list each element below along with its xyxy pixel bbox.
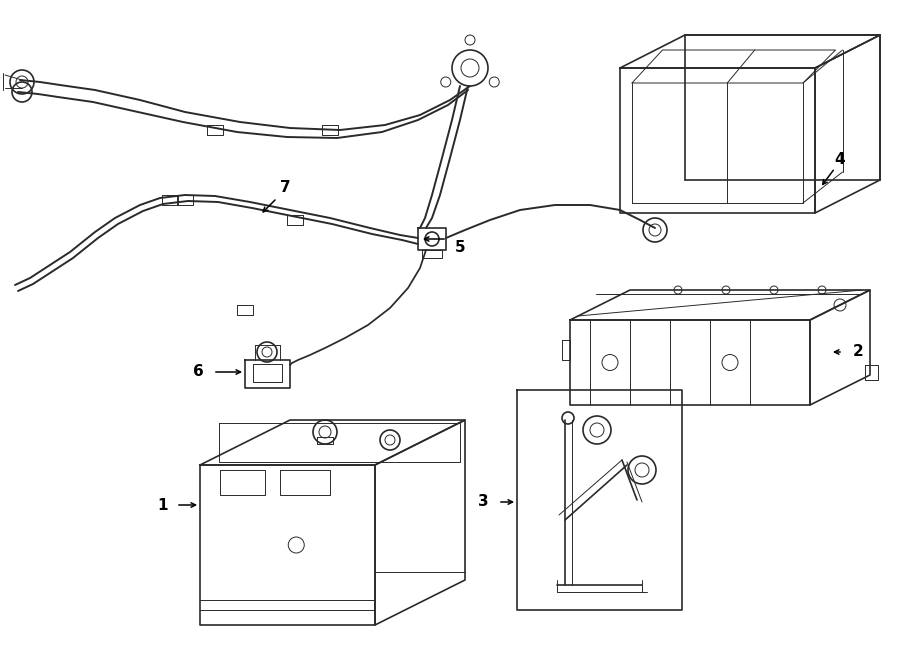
Text: 2: 2 [852,344,863,360]
Text: 5: 5 [454,239,465,254]
Text: 7: 7 [280,180,291,196]
Text: 1: 1 [158,498,168,512]
Text: 3: 3 [478,494,489,510]
Text: 4: 4 [834,153,845,167]
Text: 6: 6 [193,364,203,379]
